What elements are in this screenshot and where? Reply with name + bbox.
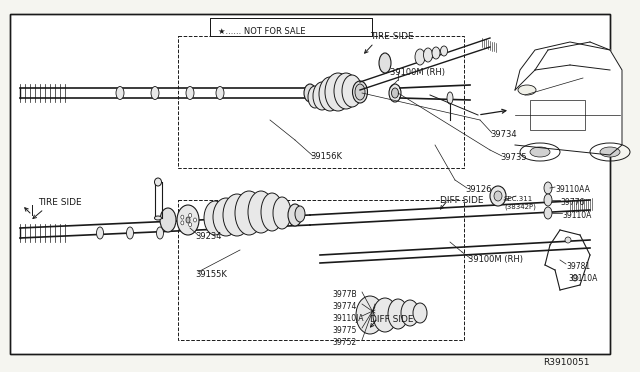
- Ellipse shape: [248, 191, 274, 233]
- Ellipse shape: [160, 208, 176, 232]
- Ellipse shape: [235, 191, 263, 235]
- Text: DIFF SIDE: DIFF SIDE: [370, 315, 413, 324]
- Text: 39100M (RH): 39100M (RH): [390, 68, 445, 77]
- Ellipse shape: [373, 298, 397, 332]
- Text: 39734: 39734: [490, 130, 516, 139]
- Ellipse shape: [181, 221, 184, 225]
- Ellipse shape: [413, 303, 427, 323]
- Ellipse shape: [392, 88, 399, 98]
- Ellipse shape: [494, 191, 502, 201]
- Ellipse shape: [356, 296, 384, 334]
- Ellipse shape: [342, 75, 362, 107]
- Bar: [530, 100, 585, 130]
- Ellipse shape: [157, 227, 163, 239]
- Text: 39155K: 39155K: [195, 270, 227, 279]
- Ellipse shape: [295, 206, 305, 222]
- Ellipse shape: [189, 213, 191, 217]
- Ellipse shape: [181, 215, 184, 219]
- Ellipse shape: [432, 47, 440, 59]
- Ellipse shape: [223, 194, 251, 236]
- Ellipse shape: [424, 48, 433, 62]
- Ellipse shape: [154, 178, 161, 186]
- Text: 39110A: 39110A: [568, 274, 597, 283]
- Ellipse shape: [177, 205, 199, 235]
- Ellipse shape: [97, 227, 104, 239]
- Ellipse shape: [518, 85, 536, 95]
- Text: TIRE SIDE: TIRE SIDE: [38, 198, 82, 207]
- Text: 39110A: 39110A: [562, 211, 591, 220]
- Bar: [210, 18, 372, 36]
- Ellipse shape: [415, 49, 425, 65]
- Polygon shape: [515, 42, 622, 155]
- Ellipse shape: [355, 84, 365, 100]
- Text: R3910051: R3910051: [543, 358, 590, 367]
- Ellipse shape: [304, 84, 316, 102]
- Ellipse shape: [334, 73, 358, 109]
- Bar: [178, 36, 464, 168]
- Text: 39156K: 39156K: [310, 152, 342, 161]
- Text: 39781: 39781: [566, 262, 590, 271]
- Ellipse shape: [186, 87, 194, 99]
- Ellipse shape: [213, 198, 239, 236]
- Ellipse shape: [216, 87, 224, 99]
- Text: 39776: 39776: [560, 198, 584, 207]
- Ellipse shape: [204, 201, 226, 235]
- Ellipse shape: [490, 186, 506, 206]
- Ellipse shape: [313, 82, 331, 110]
- Text: 39110JA: 39110JA: [332, 314, 364, 323]
- Ellipse shape: [544, 182, 552, 194]
- Ellipse shape: [353, 81, 367, 103]
- Ellipse shape: [273, 197, 291, 229]
- Ellipse shape: [447, 92, 453, 104]
- Text: 3977B: 3977B: [332, 290, 356, 299]
- Text: 39774: 39774: [332, 302, 356, 311]
- Ellipse shape: [388, 299, 408, 329]
- Ellipse shape: [544, 194, 552, 206]
- Bar: [210, 18, 372, 36]
- Ellipse shape: [325, 73, 351, 111]
- Ellipse shape: [261, 193, 283, 231]
- Text: 39110AA: 39110AA: [555, 185, 590, 194]
- Ellipse shape: [127, 227, 134, 239]
- Ellipse shape: [530, 147, 550, 157]
- Text: ★...... NOT FOR SALE: ★...... NOT FOR SALE: [218, 27, 305, 36]
- Ellipse shape: [544, 207, 552, 219]
- Text: 39126: 39126: [465, 185, 492, 194]
- Ellipse shape: [379, 53, 391, 73]
- Ellipse shape: [572, 275, 578, 281]
- Text: 39752: 39752: [332, 338, 356, 347]
- Ellipse shape: [565, 237, 571, 243]
- Text: 39100M (RH): 39100M (RH): [468, 255, 523, 264]
- Text: SEC.311
(38342P): SEC.311 (38342P): [504, 196, 536, 209]
- Text: 39735: 39735: [500, 153, 527, 162]
- Bar: [178, 200, 464, 340]
- Ellipse shape: [319, 77, 341, 111]
- Text: TIRE SIDE: TIRE SIDE: [370, 32, 413, 41]
- Ellipse shape: [401, 300, 419, 326]
- Ellipse shape: [308, 86, 322, 108]
- Ellipse shape: [116, 87, 124, 99]
- Text: 39775: 39775: [332, 326, 356, 335]
- Ellipse shape: [440, 46, 447, 56]
- Ellipse shape: [186, 217, 190, 223]
- Ellipse shape: [189, 223, 191, 227]
- Ellipse shape: [193, 218, 196, 222]
- Ellipse shape: [600, 147, 620, 157]
- Ellipse shape: [288, 204, 302, 226]
- Ellipse shape: [154, 216, 161, 220]
- Text: 39234: 39234: [195, 232, 221, 241]
- Ellipse shape: [151, 87, 159, 99]
- Text: DIFF SIDE: DIFF SIDE: [440, 196, 483, 205]
- Ellipse shape: [389, 84, 401, 102]
